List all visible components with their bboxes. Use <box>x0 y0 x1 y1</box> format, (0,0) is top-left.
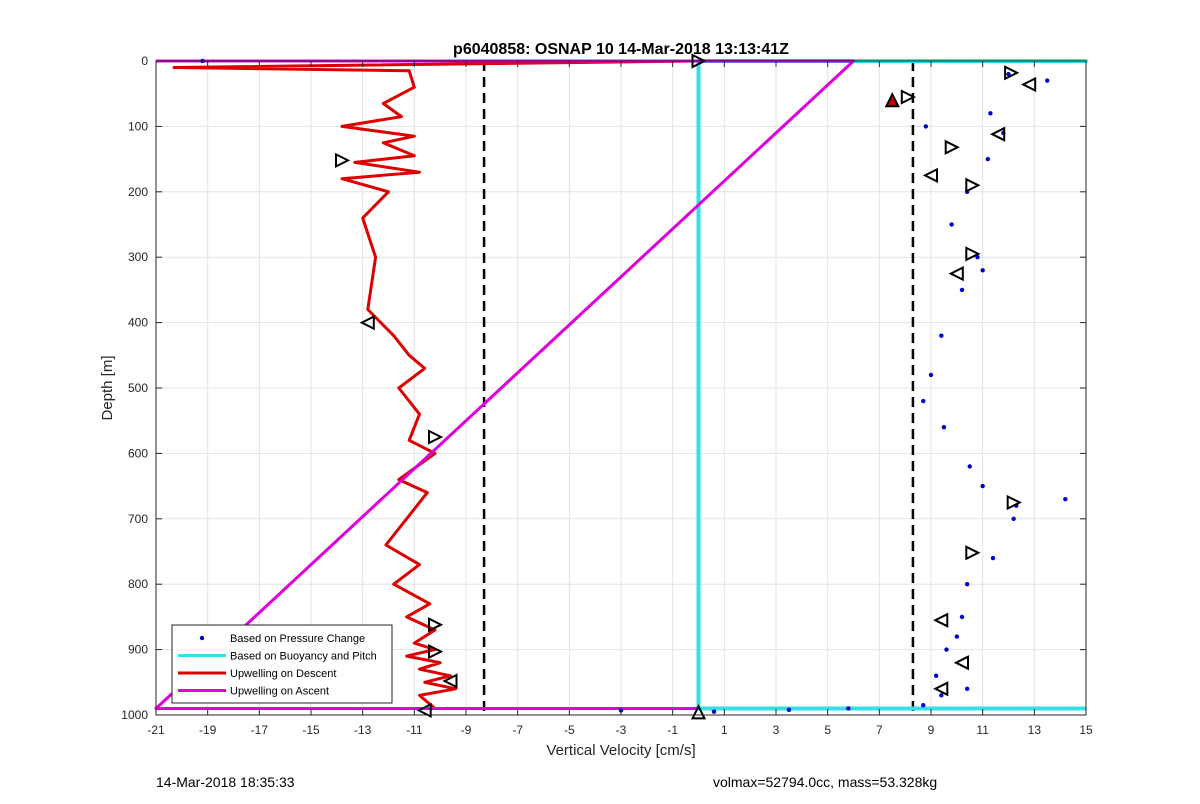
y-tick-label: 0 <box>141 54 148 68</box>
x-tick-label: 15 <box>1079 723 1093 737</box>
marker-triangle-right <box>428 429 444 445</box>
marker-triangle-right <box>944 139 960 155</box>
pressure-change-point <box>941 425 947 430</box>
x-tick-label: 13 <box>1028 723 1042 737</box>
y-tick-label: 200 <box>128 185 148 199</box>
x-tick-label: 9 <box>928 723 935 737</box>
marker-triangle-left <box>989 126 1006 142</box>
footer-timestamp: 14-Mar-2018 18:35:33 <box>156 774 295 790</box>
pressure-change-point <box>964 582 970 587</box>
pressure-change-point <box>985 156 991 162</box>
pressure-change-point <box>944 647 949 652</box>
y-tick-label: 900 <box>128 643 148 657</box>
footer-parameters: volmax=52794.0cc, mass=53.328kg <box>713 774 938 790</box>
x-axis-label: Vertical Velocity [cm/s] <box>546 742 695 759</box>
axis-ticks: -21 -19 -17 -15 -13 -11 -9 -7 -5 -3 -1 1 3 5 7 9 11 13 150… <box>121 54 1093 737</box>
chart-title: p6040858: OSNAP 10 14-Mar-2018 13:13:41Z <box>453 41 789 58</box>
marker-triangle-right <box>965 545 981 561</box>
x-tick-label: -5 <box>564 723 575 737</box>
x-tick-label: 7 <box>876 723 883 737</box>
pressure-change-point <box>711 709 717 714</box>
x-tick-label: -19 <box>199 723 217 737</box>
marker-triangle-left <box>1020 76 1037 93</box>
legend-label: Upwelling on Descent <box>230 668 336 680</box>
pressure-change-point <box>1045 78 1050 83</box>
pressure-change-point <box>846 706 851 711</box>
marker-triangle-right <box>965 177 981 193</box>
pressure-change-point <box>928 372 934 378</box>
x-tick-label: -7 <box>512 723 523 737</box>
x-tick-label: 11 <box>976 723 989 737</box>
marker-triangle-right <box>335 152 351 169</box>
marker-triangle-right <box>428 617 444 633</box>
marker-triangle-left <box>933 681 949 697</box>
x-tick-label: 1 <box>721 723 728 737</box>
marker-triangle-right <box>900 89 917 105</box>
pressure-change-point <box>1011 516 1016 521</box>
legend-label: Upwelling on Ascent <box>230 686 329 698</box>
y-axis-label: Depth [m] <box>99 355 116 420</box>
y-tick-label: 800 <box>128 577 148 591</box>
legend-label: Based on Buoyancy and Pitch <box>230 651 377 663</box>
pressure-change-point <box>939 333 944 338</box>
pressure-change-point <box>939 693 944 698</box>
marker-triangle-left <box>416 702 432 719</box>
pressure-change-point <box>980 483 985 489</box>
pressure-change-point <box>959 287 965 293</box>
marker-triangle-left <box>442 673 458 689</box>
pressure-change-point <box>921 398 926 404</box>
x-tick-label: -9 <box>461 723 472 737</box>
marker-triangle-left <box>922 167 938 184</box>
legend-symbol <box>199 635 205 641</box>
x-tick-label: -21 <box>147 723 165 737</box>
x-tick-label: -1 <box>667 723 678 737</box>
pressure-change-point <box>1063 496 1068 502</box>
x-tick-label: -11 <box>406 723 423 737</box>
pressure-change-point <box>923 124 929 129</box>
y-tick-label: 600 <box>128 446 148 460</box>
y-tick-label: 1000 <box>121 708 148 722</box>
legend-label: Based on Pressure Change <box>230 633 365 645</box>
y-tick-label: 300 <box>128 250 148 264</box>
marker-triangle-left <box>359 314 375 331</box>
x-tick-label: -3 <box>616 723 627 737</box>
legend: Based on Pressure Change Based on Buoyanc… <box>171 624 393 704</box>
marker-triangle-up <box>690 704 707 720</box>
pressure-change-point <box>967 464 972 469</box>
x-tick-label: 3 <box>773 723 780 737</box>
marker-triangle-left <box>953 655 969 671</box>
x-tick-label: -15 <box>302 723 320 737</box>
marker-triangle-right <box>965 246 981 262</box>
pressure-change-point <box>975 255 980 260</box>
pressure-change-point <box>990 555 996 561</box>
pressure-change-point <box>786 707 792 712</box>
upwelling-on-descent-line <box>172 59 699 710</box>
pressure-change-point <box>964 686 970 692</box>
pressure-change-point <box>933 673 939 678</box>
y-tick-label: 500 <box>128 381 148 395</box>
marker-triangle-up <box>884 91 900 108</box>
pressure-change-point <box>921 702 926 708</box>
marker-triangle-right <box>428 643 444 660</box>
x-tick-label: -13 <box>354 723 372 737</box>
y-tick-label: 700 <box>128 512 148 526</box>
pressure-change-point <box>988 111 993 116</box>
y-tick-label: 100 <box>128 119 148 133</box>
marker-triangle-left <box>933 612 949 628</box>
y-tick-label: 400 <box>128 316 148 330</box>
pressure-change-point <box>949 222 954 227</box>
marker-triangle-left <box>948 265 964 282</box>
pressure-change-point <box>954 634 960 639</box>
x-tick-label: -17 <box>251 723 269 737</box>
x-tick-label: 5 <box>824 723 831 737</box>
pressure-change-point <box>980 268 985 273</box>
marker-triangle-right <box>1006 494 1022 511</box>
pressure-change-point <box>1006 71 1011 77</box>
marker-triangle-right <box>1004 65 1020 81</box>
pressure-change-point <box>959 614 965 620</box>
